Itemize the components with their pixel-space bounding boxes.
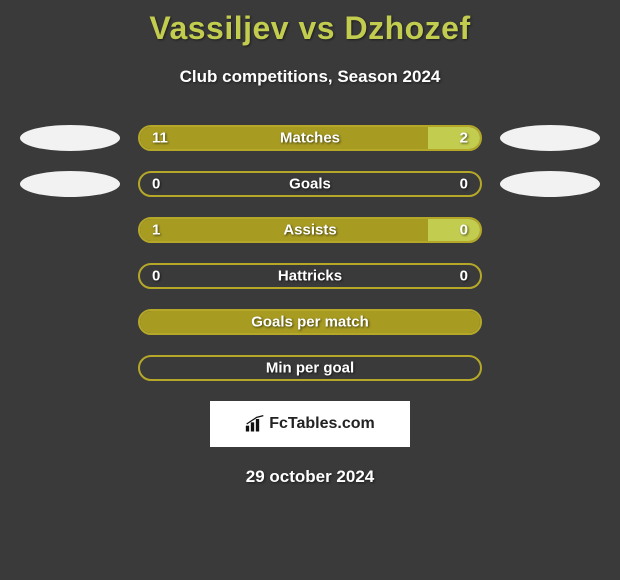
stat-bar: Assists 1 0 (138, 217, 482, 243)
stat-bar: Goals per match (138, 309, 482, 335)
stat-bar: Goals 0 0 (138, 171, 482, 197)
stat-row: Matches 11 2 (0, 125, 620, 151)
stat-label: Assists (283, 222, 336, 239)
stat-value-left: 11 (152, 130, 168, 147)
stat-row: Goals per match (0, 309, 620, 335)
stat-value-left: 0 (152, 268, 160, 285)
player-badge-right (500, 171, 600, 197)
stat-label: Hattricks (278, 268, 342, 285)
bar-fill-right (428, 219, 480, 241)
player-badge-right (500, 125, 600, 151)
player-badge-left (20, 125, 120, 151)
player-badge-left (20, 171, 120, 197)
comparison-infographic: Vassiljev vs Dzhozef Club competitions, … (0, 0, 620, 487)
attribution-logo: FcTables.com (210, 401, 410, 447)
subtitle: Club competitions, Season 2024 (0, 67, 620, 87)
stat-value-right: 0 (460, 176, 468, 193)
stat-label: Matches (280, 130, 340, 147)
logo-text: FcTables.com (269, 415, 375, 433)
date-label: 29 october 2024 (0, 467, 620, 487)
stat-row: Hattricks 0 0 (0, 263, 620, 289)
stat-value-left: 0 (152, 176, 160, 193)
stat-label: Goals per match (251, 314, 369, 331)
stat-label: Min per goal (266, 360, 354, 377)
stat-value-right: 0 (460, 222, 468, 239)
stat-row: Min per goal (0, 355, 620, 381)
stat-label: Goals (289, 176, 331, 193)
stat-value-right: 0 (460, 268, 468, 285)
stat-bar: Min per goal (138, 355, 482, 381)
stat-value-right: 2 (460, 130, 468, 147)
stat-row: Assists 1 0 (0, 217, 620, 243)
page-title: Vassiljev vs Dzhozef (0, 10, 620, 47)
stat-bar: Hattricks 0 0 (138, 263, 482, 289)
stat-row: Goals 0 0 (0, 171, 620, 197)
bar-fill-right (428, 127, 480, 149)
stat-value-left: 1 (152, 222, 160, 239)
stat-bar: Matches 11 2 (138, 125, 482, 151)
chart-icon (245, 415, 265, 433)
stat-rows: Matches112Goals00Assists10Hattricks00Goa… (0, 125, 620, 381)
